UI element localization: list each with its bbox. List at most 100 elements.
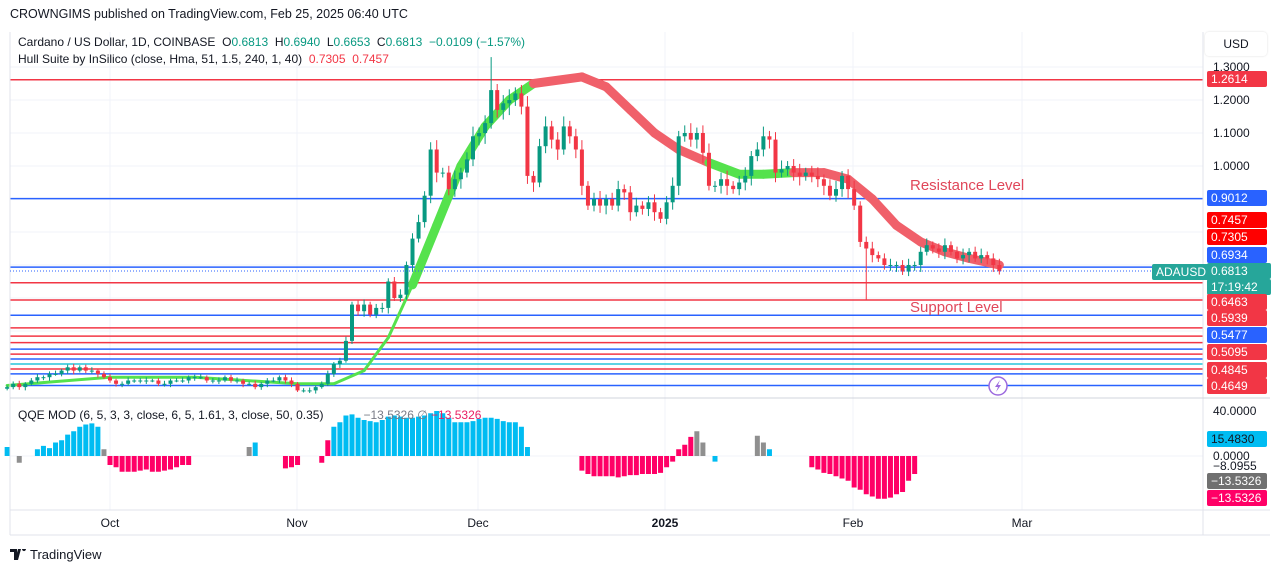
candle	[216, 377, 221, 384]
candle-body	[95, 370, 100, 374]
candle	[628, 186, 633, 221]
candle	[706, 143, 711, 191]
candle	[598, 190, 603, 213]
candle	[35, 373, 40, 383]
candle	[906, 258, 911, 277]
qqe-bar	[385, 416, 391, 456]
candle-body	[864, 241, 869, 249]
candle-body	[827, 185, 832, 196]
candle-body	[477, 133, 482, 137]
lightning-icon[interactable]	[988, 376, 1008, 396]
candle	[259, 382, 264, 390]
candle-body	[53, 373, 58, 375]
candle-body	[380, 307, 385, 309]
candle	[495, 84, 500, 118]
price-label: 0.6813	[1207, 263, 1271, 279]
candle-body	[882, 258, 887, 265]
candle-body	[368, 304, 373, 315]
candle	[894, 261, 899, 272]
candle-body	[779, 169, 784, 173]
qqe-bar	[59, 440, 65, 456]
candle	[53, 370, 58, 376]
symbol-legend[interactable]: Cardano / US Dollar, 1D, COINBASE O0.681…	[18, 35, 525, 49]
candle	[888, 258, 893, 271]
price-label: 0.5477	[1207, 327, 1267, 343]
candle-body	[307, 390, 312, 392]
candle-body	[501, 103, 506, 110]
candle-body	[23, 383, 28, 388]
qqe-bar	[440, 413, 446, 456]
candle	[761, 126, 766, 157]
candle	[719, 172, 724, 194]
candle	[561, 116, 566, 155]
qqe-legend[interactable]: QQE MOD (6, 5, 3, 3, close, 6, 5, 1.61, …	[18, 408, 481, 422]
candle-body	[876, 255, 881, 259]
candle	[973, 246, 978, 262]
hull-legend[interactable]: Hull Suite by InSilico (close, Hma, 51, …	[18, 52, 389, 66]
candle-body	[319, 383, 324, 388]
candle	[380, 302, 385, 313]
candle-body	[386, 281, 391, 308]
candle	[991, 253, 996, 272]
qqe-bar	[658, 456, 664, 473]
candle-body	[555, 139, 560, 150]
candle	[779, 160, 784, 178]
candle-body	[525, 106, 530, 176]
candle	[827, 179, 832, 201]
candle-body	[108, 377, 112, 381]
support-annotation[interactable]: Support Level	[910, 299, 1003, 316]
candle-body	[265, 380, 270, 384]
candle	[108, 373, 112, 383]
candle-body	[356, 304, 361, 312]
candle-body	[664, 202, 669, 219]
candle	[156, 378, 161, 387]
candle	[743, 167, 748, 191]
candle	[319, 381, 324, 389]
candle	[174, 378, 179, 383]
qqe-bar	[319, 456, 325, 463]
candle-body	[422, 195, 427, 223]
candle-body	[622, 189, 627, 193]
candle	[767, 130, 772, 149]
qqe-bar	[397, 416, 403, 456]
candle	[815, 167, 820, 188]
candle-body	[29, 380, 34, 384]
candle-body	[803, 172, 808, 176]
candle-body	[598, 199, 603, 206]
candle	[343, 336, 348, 363]
candle-body	[912, 265, 917, 266]
candle	[725, 170, 730, 196]
open-value: 0.6813	[231, 35, 269, 49]
candle-body	[658, 212, 663, 219]
candle-body	[513, 93, 518, 100]
candle-body	[483, 123, 488, 133]
qqe-histogram	[4, 411, 918, 499]
candle-body	[579, 149, 584, 186]
candle-body	[247, 383, 252, 385]
currency-button[interactable]: USD	[1205, 32, 1267, 56]
candle-body	[549, 126, 554, 140]
hull-indicator-name: Hull Suite by InSilico (close, Hma, 51, …	[18, 52, 303, 66]
month-label: Mar	[1011, 516, 1033, 530]
candle-body	[967, 251, 972, 256]
qqe-value-label: 15.4830	[1207, 431, 1267, 447]
candle	[41, 375, 46, 381]
resistance-annotation[interactable]: Resistance Level	[910, 177, 1025, 194]
candle-body	[374, 307, 379, 315]
tradingview-logo[interactable]: TradingView	[10, 547, 102, 562]
symbol-tag: ADAUSD	[1152, 264, 1211, 280]
qqe-bar	[639, 456, 645, 474]
qqe-value-1: −13.5326	[363, 408, 414, 422]
candle-body	[253, 383, 258, 388]
candle-body	[773, 139, 778, 173]
candle-body	[858, 205, 863, 242]
candle	[755, 142, 760, 162]
candle	[640, 201, 645, 215]
candle-body	[101, 373, 106, 378]
candle	[846, 169, 851, 199]
high-label: H	[274, 35, 284, 49]
candle-body	[706, 152, 711, 186]
month-label: Nov	[286, 516, 308, 530]
price-tick: 1.0000	[1213, 159, 1250, 173]
